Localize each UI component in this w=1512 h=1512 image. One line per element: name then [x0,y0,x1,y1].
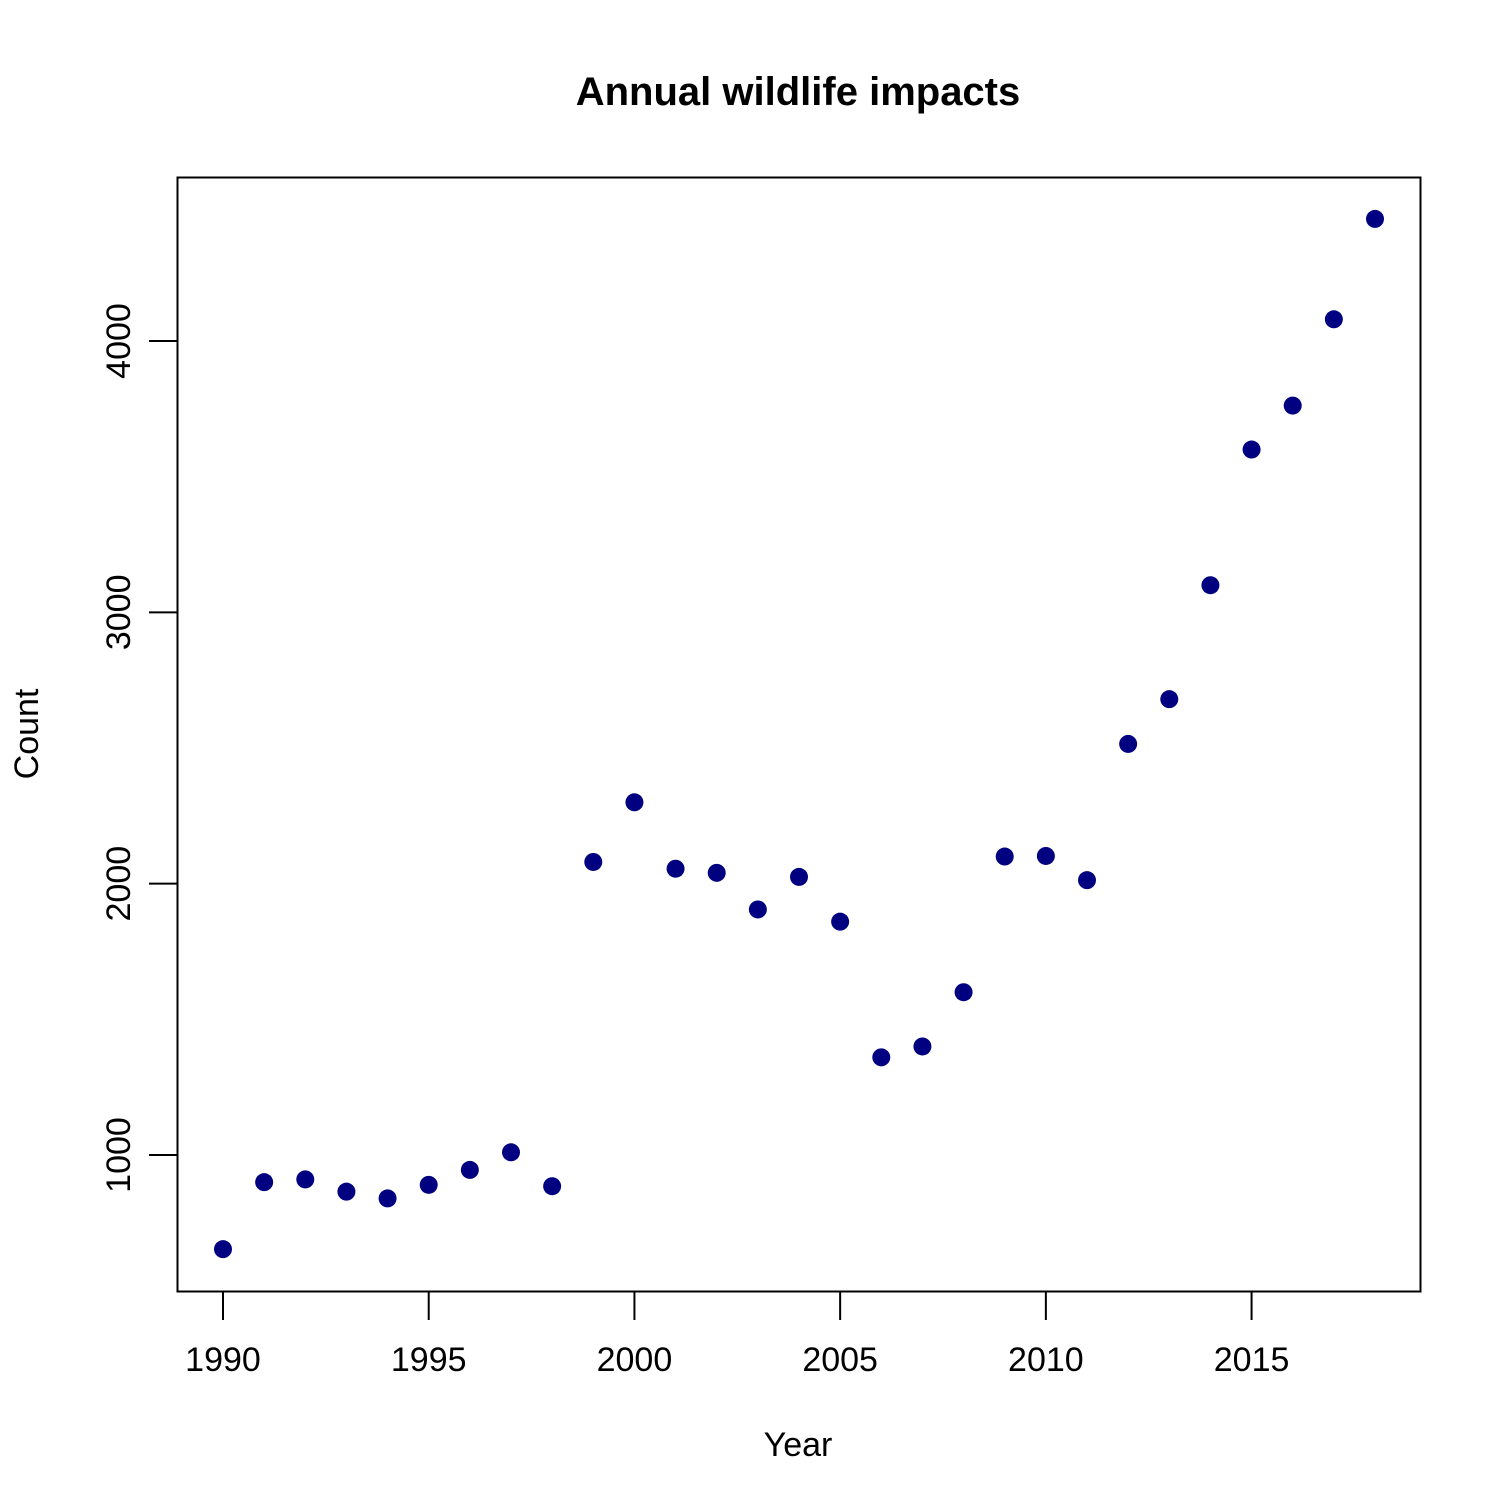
data-point [1366,209,1384,228]
data-point [625,793,644,812]
data-point [337,1182,356,1201]
data-points [214,209,1384,1259]
data-point [1160,690,1179,709]
data-point [831,912,850,931]
x-axis-label: Year [764,1426,833,1464]
y-tick-label: 4000 [100,303,138,379]
data-point [419,1175,438,1194]
data-point [1078,871,1096,890]
data-point [872,1048,891,1067]
data-point [255,1173,274,1192]
data-point [995,847,1014,866]
data-point [748,900,767,919]
x-tick-label: 2010 [1008,1341,1084,1379]
data-point [954,983,973,1002]
data-point [1119,734,1138,753]
data-point [1324,310,1343,329]
x-tick-label: 2015 [1214,1341,1290,1379]
y-tick-label: 3000 [100,575,138,651]
chart-title: Annual wildlife impacts [576,70,1021,114]
data-point [1036,846,1055,865]
data-point [214,1240,232,1259]
data-point [296,1170,315,1189]
data-point [584,852,603,871]
plot-frame [176,176,1422,1293]
data-point [1242,440,1261,459]
x-axis: 1990 1995 2000 2005 2010 2015 [185,1290,1290,1379]
y-tick-label: 1000 [100,1117,138,1193]
x-tick-label: 2005 [802,1341,878,1379]
data-point [543,1177,562,1196]
x-tick-label: 1995 [391,1341,467,1379]
data-point [1283,396,1302,415]
data-point [666,859,685,878]
data-point [460,1160,479,1179]
x-tick-label: 2000 [597,1341,673,1379]
data-point [913,1037,932,1056]
y-axis: 1000 2000 3000 4000 [100,303,179,1193]
data-point [378,1189,397,1208]
data-point [790,867,808,886]
data-point [707,863,726,882]
y-axis-label: Count [8,688,46,779]
data-point [502,1143,520,1162]
x-tick-label: 1990 [185,1341,261,1379]
y-tick-label: 2000 [100,846,138,922]
data-point [1201,576,1220,595]
